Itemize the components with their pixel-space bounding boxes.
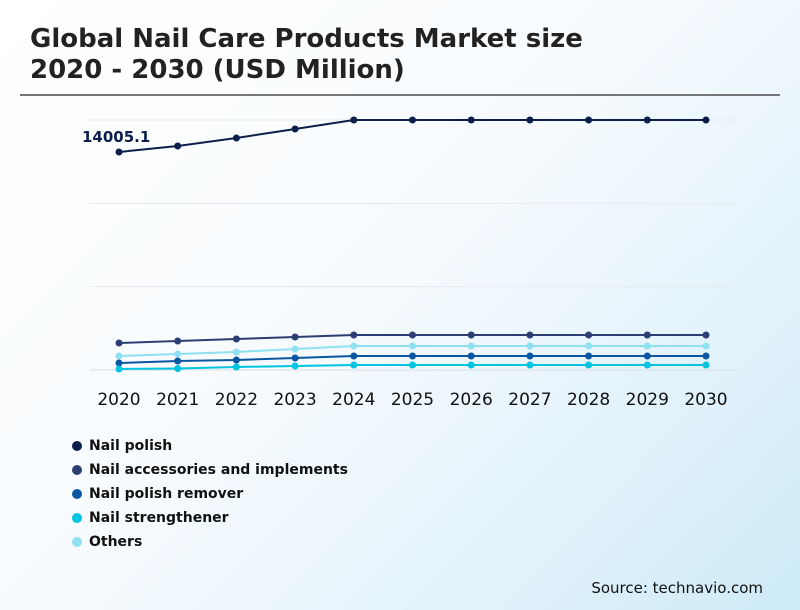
data-point xyxy=(350,342,358,350)
legend-marker-icon xyxy=(72,537,82,547)
title-divider xyxy=(20,94,780,96)
data-point xyxy=(409,331,416,339)
data-point xyxy=(115,339,123,347)
data-point xyxy=(409,361,416,369)
legend-item: Nail strengthener xyxy=(72,506,348,530)
legend-marker-icon xyxy=(72,465,82,475)
legend-item: Others xyxy=(72,530,348,554)
data-point xyxy=(291,345,299,353)
data-point xyxy=(467,116,475,124)
legend-label: Nail polish remover xyxy=(89,486,244,502)
data-point xyxy=(585,116,593,124)
title-line-1: Global Nail Care Products Market size xyxy=(30,24,583,54)
data-point xyxy=(702,116,710,124)
legend-marker-icon xyxy=(72,489,82,499)
legend-label: Others xyxy=(89,534,143,550)
data-point xyxy=(115,148,123,156)
data-point xyxy=(526,342,534,350)
data-point xyxy=(643,361,651,369)
data-point xyxy=(174,365,182,373)
x-tick-label: 2028 xyxy=(567,390,610,410)
x-tick-label: 2024 xyxy=(332,390,375,410)
data-point xyxy=(115,365,123,373)
data-point xyxy=(643,116,651,124)
legend-item: Nail polish remover xyxy=(72,482,348,506)
x-tick-label: 2029 xyxy=(626,390,669,410)
data-label: 14005.1 xyxy=(82,128,150,146)
data-point xyxy=(467,342,475,350)
x-tick-label: 2021 xyxy=(156,390,199,410)
data-point xyxy=(174,350,182,358)
data-point xyxy=(409,342,416,350)
data-point xyxy=(643,331,651,339)
data-point xyxy=(291,125,299,133)
data-point xyxy=(232,348,240,356)
data-point xyxy=(350,116,358,124)
data-point xyxy=(643,352,651,360)
chart-title: Global Nail Care Products Market size 20… xyxy=(30,24,583,86)
data-point xyxy=(526,361,534,369)
data-point xyxy=(232,335,240,343)
data-point xyxy=(702,352,710,360)
legend-marker-icon xyxy=(72,441,82,451)
legend: Nail polish Nail accessories and implemen… xyxy=(72,434,348,554)
title-line-2: 2020 - 2030 (USD Million) xyxy=(30,55,405,85)
data-point xyxy=(702,361,710,369)
data-point xyxy=(232,356,240,364)
x-tick-label: 2025 xyxy=(391,390,434,410)
series-line xyxy=(118,119,706,153)
data-point xyxy=(409,116,416,124)
data-point xyxy=(115,352,123,360)
data-point xyxy=(643,342,651,350)
data-point xyxy=(526,116,534,124)
data-point xyxy=(232,134,240,142)
data-point xyxy=(174,357,182,365)
legend-marker-icon xyxy=(72,513,82,523)
data-point xyxy=(467,352,475,360)
x-tick-label: 2030 xyxy=(684,390,727,410)
data-point xyxy=(467,361,475,369)
data-point xyxy=(350,331,358,339)
data-point xyxy=(409,352,416,360)
data-point xyxy=(350,361,358,369)
data-point xyxy=(585,352,593,360)
data-point xyxy=(526,352,534,360)
x-tick-label: 2020 xyxy=(97,390,140,410)
data-point xyxy=(350,352,358,360)
data-point xyxy=(526,331,534,339)
source-note: Source: technavio.com xyxy=(591,579,763,597)
data-point xyxy=(702,342,710,350)
legend-label: Nail strengthener xyxy=(89,510,229,526)
x-tick-label: 2026 xyxy=(450,390,493,410)
legend-label: Nail accessories and implements xyxy=(89,462,348,478)
legend-item: Nail accessories and implements xyxy=(72,458,348,482)
data-point xyxy=(585,361,593,369)
data-point xyxy=(291,362,299,370)
data-point xyxy=(702,331,710,339)
legend-item: Nail polish xyxy=(72,434,348,458)
data-point xyxy=(232,363,240,371)
data-point xyxy=(467,331,475,339)
x-tick-label: 2027 xyxy=(508,390,551,410)
data-point xyxy=(585,331,593,339)
x-tick-label: 2022 xyxy=(215,390,258,410)
data-point xyxy=(115,359,123,367)
legend-label: Nail polish xyxy=(89,438,173,454)
data-point xyxy=(174,142,182,150)
data-point xyxy=(585,342,593,350)
data-point xyxy=(291,354,299,362)
data-point xyxy=(174,337,182,345)
data-point xyxy=(291,333,299,341)
x-tick-label: 2023 xyxy=(273,390,316,410)
